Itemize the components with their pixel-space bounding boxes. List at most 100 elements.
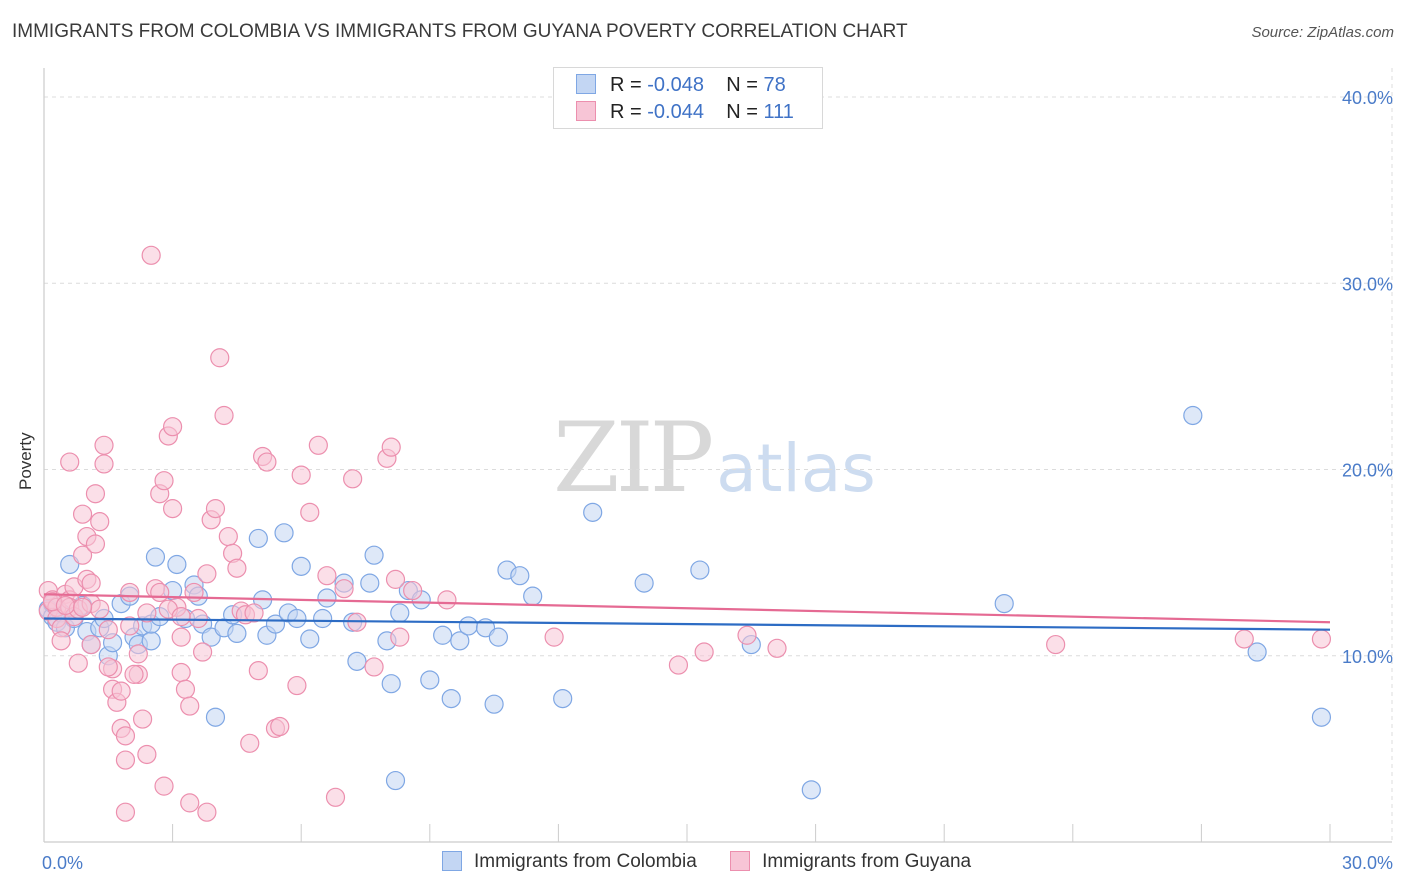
n-value: 78	[763, 74, 786, 96]
data-point	[115, 726, 136, 746]
colombia-swatch	[576, 74, 596, 94]
y-tick-label: 30.0%	[1342, 274, 1393, 294]
n-label: N =	[726, 101, 758, 123]
data-point	[1234, 629, 1254, 649]
data-point	[227, 623, 247, 644]
data-point	[210, 348, 230, 368]
source-credit: Source: ZipAtlas.com	[1251, 24, 1394, 41]
data-point	[433, 625, 453, 645]
data-point	[128, 644, 148, 664]
r-value: -0.044	[647, 101, 704, 123]
r-label: R =	[610, 74, 642, 96]
data-point	[287, 608, 307, 629]
grid-lines	[44, 68, 1393, 842]
data-point	[458, 616, 478, 636]
y-axis-label: Poverty	[16, 432, 35, 490]
data-point	[98, 657, 118, 677]
data-point	[390, 627, 410, 647]
data-point	[90, 599, 110, 619]
data-point	[51, 631, 71, 651]
data-point	[248, 661, 268, 681]
tick-labels: 10.0% 20.0% 30.0% 40.0% 0.0% 30.0%	[42, 88, 1393, 873]
legend-item-guyana[interactable]: Immigrants from Guyana	[730, 851, 971, 873]
data-point	[132, 709, 153, 729]
data-point	[55, 595, 76, 616]
data-point	[218, 526, 238, 547]
data-point	[1183, 405, 1203, 426]
trend-line	[43, 617, 1331, 631]
data-point	[801, 780, 821, 800]
data-point	[60, 452, 80, 472]
data-point	[214, 405, 234, 426]
data-point	[767, 638, 787, 658]
colombia-swatch	[442, 851, 462, 871]
data-point	[167, 554, 187, 575]
data-point	[115, 802, 136, 822]
n-label: N =	[726, 74, 758, 96]
legend-item-colombia[interactable]: Immigrants from Colombia	[442, 851, 697, 873]
data-point	[163, 499, 183, 519]
data-points	[38, 245, 1332, 822]
chart-title: IMMIGRANTS FROM COLOMBIA VS IMMIGRANTS F…	[12, 21, 908, 42]
data-point	[141, 245, 161, 265]
data-point	[1247, 642, 1267, 662]
data-point	[171, 627, 191, 647]
data-point	[291, 556, 311, 576]
data-point	[205, 707, 226, 727]
data-point	[385, 770, 406, 791]
data-point	[68, 653, 88, 673]
data-point	[188, 608, 208, 629]
data-point	[244, 603, 264, 623]
data-point	[180, 793, 200, 813]
data-point	[317, 588, 337, 608]
data-point	[381, 437, 401, 457]
data-point	[583, 502, 603, 522]
data-point	[240, 733, 260, 753]
data-point	[115, 750, 136, 770]
axes	[43, 68, 1392, 843]
data-point	[137, 744, 157, 765]
data-point	[1046, 634, 1066, 655]
data-point	[510, 566, 530, 586]
x-tick-label: 30.0%	[1342, 853, 1393, 873]
data-point	[85, 484, 106, 504]
r-value: -0.048	[647, 74, 704, 96]
data-point	[317, 566, 337, 586]
data-point	[60, 554, 80, 575]
data-point	[90, 512, 110, 532]
data-point	[544, 627, 564, 647]
data-point	[98, 620, 118, 640]
data-point	[360, 573, 380, 593]
data-point	[381, 674, 401, 694]
data-point	[111, 681, 131, 701]
stats-row-colombia: R = -0.048 N = 78	[576, 74, 786, 100]
data-point	[437, 590, 457, 610]
data-point	[385, 569, 406, 589]
series-guyana	[38, 245, 1332, 822]
data-point	[634, 573, 654, 593]
data-point	[72, 504, 93, 524]
data-point	[291, 465, 311, 485]
data-point	[94, 454, 114, 474]
data-point	[175, 679, 196, 699]
data-point	[523, 586, 543, 606]
data-point	[364, 545, 384, 565]
data-point	[94, 435, 114, 455]
data-point	[300, 629, 320, 649]
stats-legend: R = -0.048 N = 78 R = -0.044 N = 111	[553, 67, 823, 129]
data-point	[488, 627, 508, 647]
stats-row-guyana: R = -0.044 N = 111	[576, 101, 794, 127]
r-label: R =	[610, 101, 642, 123]
data-point	[308, 435, 328, 455]
data-point	[450, 631, 470, 651]
data-point	[300, 502, 320, 522]
data-point	[145, 547, 166, 567]
data-point	[193, 642, 213, 662]
data-point	[154, 776, 174, 796]
data-point	[420, 670, 440, 690]
y-tick-label: 20.0%	[1342, 461, 1393, 481]
data-point	[403, 580, 423, 601]
n-value: 111	[763, 101, 794, 123]
data-point	[441, 688, 461, 709]
